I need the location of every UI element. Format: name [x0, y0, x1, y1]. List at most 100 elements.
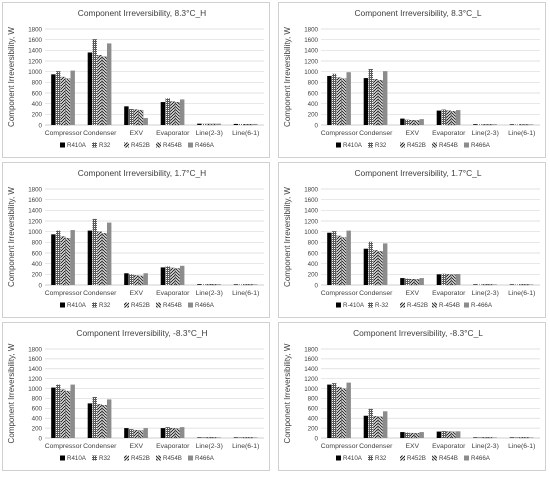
bar-r-452b-line-2-3- — [482, 284, 488, 286]
x-tick-label: Line(6-1) — [508, 443, 535, 450]
y-tick-label: 0 — [315, 435, 319, 442]
bar-r-410a-evaporator — [436, 274, 442, 285]
bar-r32-line-2-3- — [478, 437, 483, 438]
x-tick-label: Line(6-1) — [508, 290, 535, 297]
bar-r454b-line-6-1- — [248, 437, 253, 439]
bar-r452b-line-2-3- — [206, 284, 212, 286]
bar-r32-compressor — [56, 71, 61, 125]
bar-r410a-line-2-3- — [197, 437, 202, 438]
x-tick-label: Compressor — [45, 443, 83, 450]
y-axis-label: Component Irreversibility, W — [7, 343, 16, 443]
y-tick-label: 1800 — [304, 186, 318, 193]
y-tick-label: 1200 — [28, 218, 42, 225]
legend-label: R454B — [163, 455, 182, 462]
legend-label: R32 — [375, 142, 387, 149]
bar-r466a-line-6-1- — [528, 437, 534, 438]
bar-r466a-line-2-3- — [216, 437, 221, 438]
legend-swatch — [432, 302, 437, 308]
bar-r454b-line-2-3- — [487, 437, 493, 439]
bar-r452b-condenser — [373, 416, 378, 439]
panel-border — [278, 2, 546, 158]
bar-r410a-line-6-1- — [509, 437, 515, 438]
y-tick-label: 600 — [32, 90, 43, 97]
bar-r452b-evaporator — [170, 428, 175, 439]
bar-r410a-evaporator — [160, 102, 166, 125]
bar-r454b-line-2-3- — [211, 123, 217, 126]
bar-r-410a-line-2-3- — [473, 284, 478, 285]
legend-label: R32 — [99, 142, 111, 149]
legend-swatch — [156, 455, 161, 461]
bar-r454b-condenser — [378, 416, 383, 439]
x-tick-label: Evaporator — [156, 290, 190, 297]
bar-r452b-line-6-1- — [243, 437, 248, 439]
bar-r452b-line-6-1- — [519, 124, 524, 126]
bar-r410a-line-2-3- — [473, 437, 478, 438]
bar-r32-exv — [129, 274, 134, 285]
y-tick-label: 800 — [308, 240, 319, 247]
x-tick-label: Condenser — [83, 130, 117, 137]
bar-r410a-evaporator — [160, 428, 166, 438]
chart-panel-3: Component Irreversibility, 1.7°C_H Compon… — [2, 162, 270, 318]
bar-r452b-compressor — [60, 389, 66, 439]
legend-label: R410A — [67, 142, 87, 149]
legend-swatch — [188, 142, 193, 148]
bar-r-410a-compressor — [327, 232, 332, 285]
chart-panel-1: Component Irreversibility, 8.3°C_H Compon… — [2, 2, 270, 158]
bar-r466a-compressor — [70, 384, 75, 438]
bar-r410a-line-6-1- — [233, 284, 239, 285]
y-tick-label: 1400 — [28, 366, 42, 373]
x-tick-label: Condenser — [359, 290, 393, 297]
legend-label: R466A — [195, 455, 215, 462]
panel-border — [2, 162, 270, 318]
legend-swatch — [336, 302, 341, 308]
y-tick-label: 1200 — [304, 218, 318, 225]
chart-panel-2: Component Irreversibility, 8.3°C_L Compon… — [278, 2, 546, 158]
bar-r410a-exv — [400, 432, 405, 438]
bar-r466a-compressor — [70, 230, 75, 285]
legend-label: R410A — [343, 142, 363, 149]
bar-r32-line-2-3- — [478, 124, 483, 125]
bar-r452b-condenser — [373, 79, 378, 126]
legend-label: R-32 — [375, 302, 389, 309]
y-axis-label: Component Irreversibility, W — [7, 27, 16, 127]
y-tick-label: 1000 — [304, 229, 318, 236]
y-tick-label: 600 — [308, 90, 319, 97]
x-tick-label: Line(6-1) — [232, 290, 259, 297]
bar-r466a-line-6-1- — [528, 124, 534, 125]
y-tick-label: 400 — [32, 416, 43, 423]
legend-swatch — [124, 302, 129, 308]
legend-swatch — [336, 455, 341, 461]
x-tick-label: EXV — [129, 443, 143, 450]
bar-r466a-line-2-3- — [216, 284, 221, 285]
bar-r32-exv — [405, 432, 410, 438]
bar-r410a-line-2-3- — [197, 123, 202, 125]
bar-r32-line-6-1- — [238, 437, 243, 438]
bar-r410a-line-6-1- — [233, 437, 239, 438]
y-tick-label: 400 — [32, 101, 43, 108]
bar-r452b-compressor — [60, 236, 66, 286]
bar-r410a-evaporator — [160, 267, 166, 285]
bar-r-410a-exv — [400, 278, 405, 285]
legend-label: R32 — [375, 455, 387, 462]
legend-label: R410A — [67, 455, 87, 462]
bar-r452b-compressor — [336, 77, 342, 126]
y-tick-label: 1400 — [304, 208, 318, 215]
bar-r466a-exv — [419, 119, 424, 125]
y-tick-label: 0 — [315, 282, 319, 289]
bar-r32-condenser — [92, 218, 97, 285]
bar-r454b-exv — [138, 430, 144, 439]
bar-r454b-line-6-1- — [248, 284, 253, 286]
y-tick-label: 1200 — [304, 376, 318, 383]
legend-label: R452B — [407, 455, 426, 462]
bar-r32-condenser — [368, 69, 373, 125]
bar-r454b-line-6-1- — [524, 124, 529, 126]
bar-r452b-line-6-1- — [519, 437, 524, 439]
bar-r32-evaporator — [165, 98, 170, 125]
bar-r452b-compressor — [336, 386, 342, 439]
bar-r410a-condenser — [87, 52, 93, 125]
bar-r-466a-condenser — [382, 243, 388, 285]
bar-r-454b-line-6-1- — [524, 284, 529, 286]
bar-r454b-exv — [138, 109, 144, 126]
bar-r466a-compressor — [70, 70, 75, 125]
bar-r410a-line-6-1- — [509, 124, 515, 125]
